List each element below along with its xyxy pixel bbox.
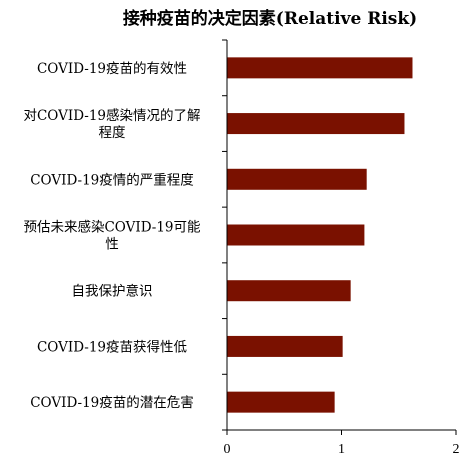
x-axis: 0 1 2 [222, 39, 460, 457]
x-tick-label-2: 2 [453, 442, 460, 457]
bar-3 [227, 168, 367, 190]
x-tick-label-0: 0 [224, 442, 231, 457]
bar-4 [227, 224, 365, 246]
category-label-3: COVID-19疫情的严重程度 [30, 172, 194, 188]
bar-5 [227, 280, 351, 302]
category-label-2-line-2: 程度 [99, 125, 126, 141]
bar-6 [227, 335, 343, 357]
bar-2 [227, 113, 405, 135]
bar-1 [227, 57, 413, 79]
category-label-4-line-2: 性 [105, 237, 119, 253]
category-label-4-line-1: 预估未来感染COVID-19可能 [23, 219, 200, 236]
category-label-7: COVID-19疫苗的潜在危害 [30, 395, 194, 411]
category-label-2-line-1: 对COVID-19感染情况的了解 [23, 107, 200, 124]
category-label-1: COVID-19疫苗的有效性 [37, 61, 187, 77]
bars-layer [227, 57, 413, 413]
bar-7 [227, 391, 335, 413]
category-label-5: 自我保护意识 [72, 283, 153, 300]
x-tick-label-1: 1 [338, 442, 345, 457]
category-label-6: COVID-19疫苗获得性低 [37, 338, 188, 355]
chart-title: 接种疫苗的决定因素(Relative Risk) [123, 8, 417, 29]
